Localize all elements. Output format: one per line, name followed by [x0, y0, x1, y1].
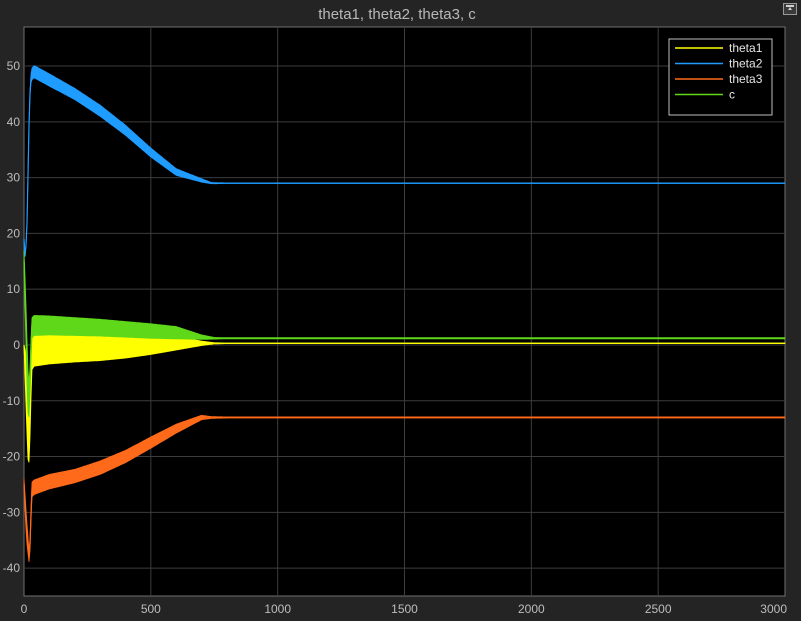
- legend-item-theta2[interactable]: theta2: [675, 57, 763, 71]
- y-tick-label: -30: [3, 505, 21, 519]
- y-tick-label: -20: [3, 450, 21, 464]
- series-theta3: [23, 414, 786, 562]
- legend-label: theta1: [729, 41, 763, 55]
- legend-box: [668, 38, 773, 116]
- legend-item-c[interactable]: c: [675, 88, 735, 102]
- y-tick-label: -40: [3, 561, 21, 575]
- y-tick-label: -10: [3, 394, 21, 408]
- series-theta2: [23, 65, 786, 257]
- series-line-theta1: [23, 342, 785, 431]
- series-c: [23, 250, 786, 418]
- x-tick-label: 500: [141, 602, 161, 616]
- x-tick-label: 2500: [645, 602, 672, 616]
- grid: [24, 27, 785, 596]
- series-line-theta3: [23, 416, 785, 557]
- y-tick-label: 30: [7, 171, 21, 185]
- legend-label: theta3: [729, 72, 763, 86]
- y-tick-label: 0: [13, 338, 20, 352]
- y-tick-label: 40: [7, 115, 21, 129]
- x-tick-label: 0: [21, 602, 28, 616]
- series-line-c: [23, 261, 785, 401]
- y-tick-label: 50: [7, 59, 21, 73]
- x-tick-label: 1500: [391, 602, 418, 616]
- legend-item-theta3[interactable]: theta3: [675, 72, 763, 86]
- legend-label: theta2: [729, 57, 763, 71]
- y-tick-label: 10: [7, 282, 21, 296]
- legend-label: c: [729, 88, 735, 102]
- x-tick-label: 3000: [760, 602, 787, 616]
- undock-icon[interactable]: [783, 3, 797, 15]
- arrow-up-icon: [786, 5, 794, 12]
- y-axis: -40 -30 -20 -10 0 10 20 30 40 50: [3, 59, 21, 575]
- x-tick-label: 1000: [264, 602, 291, 616]
- y-tick-label: 20: [7, 226, 21, 240]
- legend-item-theta1[interactable]: theta1: [675, 41, 763, 55]
- series-line-theta2: [23, 71, 785, 257]
- x-axis: 0 500 1000 1500 2000 2500 3000: [21, 602, 788, 616]
- chart-title: theta1, theta2, theta3, c: [318, 6, 476, 23]
- series-group: [23, 65, 786, 562]
- x-tick-label: 2000: [518, 602, 545, 616]
